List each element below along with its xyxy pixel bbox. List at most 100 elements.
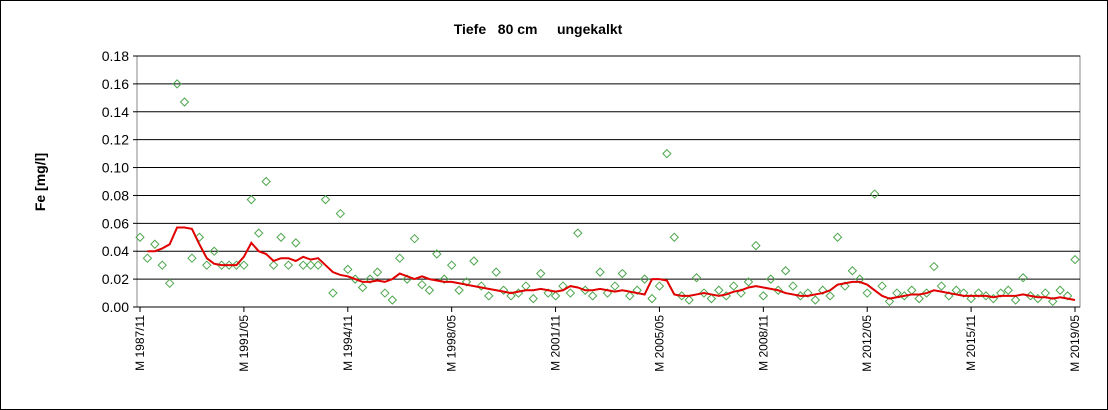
data-point — [587, 291, 598, 301]
data-point — [1003, 285, 1013, 295]
x-tick-label: M 1991/05 — [237, 315, 251, 372]
data-point — [424, 285, 435, 295]
data-point — [788, 281, 798, 291]
data-point — [164, 278, 175, 289]
data-point — [714, 285, 724, 295]
data-point — [357, 282, 368, 293]
data-point — [1055, 285, 1065, 295]
data-point — [135, 232, 145, 242]
x-tick-label: M 2015/11 — [964, 315, 978, 371]
data-point — [825, 291, 835, 301]
data-point — [832, 232, 843, 242]
data-point — [254, 228, 264, 238]
data-point — [491, 267, 501, 277]
data-point — [409, 233, 420, 244]
data-point — [1010, 295, 1021, 305]
data-point — [929, 261, 939, 272]
data-point — [261, 176, 271, 187]
data-point — [699, 288, 709, 298]
data-point — [751, 240, 761, 251]
data-point — [550, 291, 561, 301]
data-point — [187, 253, 197, 263]
data-point — [291, 238, 301, 248]
data-point — [454, 285, 464, 295]
data-point — [239, 260, 249, 270]
data-point — [528, 293, 539, 304]
x-tick-label: M 2001/11 — [549, 315, 563, 371]
data-point — [803, 288, 813, 298]
data-point — [484, 291, 494, 301]
x-tick-label: M 1998/05 — [445, 315, 459, 372]
data-point — [372, 267, 383, 277]
y-tick-label: 0.10 — [102, 160, 129, 176]
y-tick-label: 0.02 — [102, 271, 129, 287]
y-tick-label: 0.12 — [102, 132, 129, 148]
data-point — [320, 194, 331, 205]
data-point — [996, 288, 1006, 298]
y-tick-label: 0.00 — [102, 299, 129, 315]
data-point — [595, 267, 605, 277]
data-point — [209, 246, 219, 256]
data-point — [855, 274, 865, 284]
data-point — [684, 295, 694, 305]
data-point — [506, 291, 516, 301]
data-point — [283, 260, 294, 270]
data-point — [224, 260, 234, 270]
chart-title: Tiefe 80 cm ungekalkt — [454, 21, 623, 37]
data-point — [439, 274, 449, 284]
data-point — [313, 260, 323, 270]
data-point — [328, 288, 338, 298]
data-point — [639, 274, 650, 284]
x-tick-label: M 1994/11 — [341, 315, 355, 371]
data-point — [246, 194, 257, 205]
data-point — [157, 260, 167, 270]
data-point — [862, 288, 872, 298]
data-point — [365, 274, 375, 284]
data-point — [662, 148, 672, 159]
data-point — [625, 291, 635, 301]
data-point — [654, 281, 665, 291]
data-point — [432, 249, 442, 259]
data-point — [417, 279, 427, 290]
data-point — [973, 288, 984, 298]
data-point — [610, 281, 620, 291]
data-point — [343, 264, 353, 275]
x-tick-label: M 2012/05 — [860, 315, 874, 372]
data-point — [172, 79, 182, 89]
data-point — [276, 232, 286, 242]
y-tick-label: 0.18 — [102, 48, 129, 64]
data-point — [268, 260, 279, 270]
y-tick-label: 0.08 — [102, 187, 129, 203]
y-tick-label: 0.16 — [102, 76, 129, 92]
data-point — [869, 189, 880, 199]
data-point — [150, 239, 160, 249]
data-point — [498, 285, 509, 295]
data-point — [1062, 291, 1073, 301]
data-point — [565, 288, 576, 298]
data-point — [743, 277, 754, 287]
x-tick-label: M 1987/11 — [133, 315, 147, 371]
data-point — [202, 260, 212, 270]
data-point — [305, 260, 316, 270]
data-point — [780, 266, 791, 276]
data-point — [936, 281, 947, 291]
plot-area — [136, 55, 1081, 308]
data-point — [877, 281, 887, 291]
trend-line — [147, 226, 1076, 302]
data-point — [1048, 296, 1058, 307]
data-point — [179, 97, 190, 107]
data-point — [617, 268, 628, 279]
data-point — [632, 285, 642, 295]
data-point — [691, 273, 702, 283]
data-point — [536, 268, 546, 279]
y-tick-label: 0.04 — [102, 243, 129, 259]
data-point — [380, 288, 390, 298]
data-point — [758, 291, 769, 301]
data-point — [914, 293, 924, 304]
y-tick-label: 0.14 — [102, 104, 129, 120]
data-point — [231, 260, 242, 270]
data-point — [335, 208, 346, 219]
data-point — [194, 232, 205, 242]
data-point — [395, 253, 405, 263]
data-point — [981, 291, 991, 301]
